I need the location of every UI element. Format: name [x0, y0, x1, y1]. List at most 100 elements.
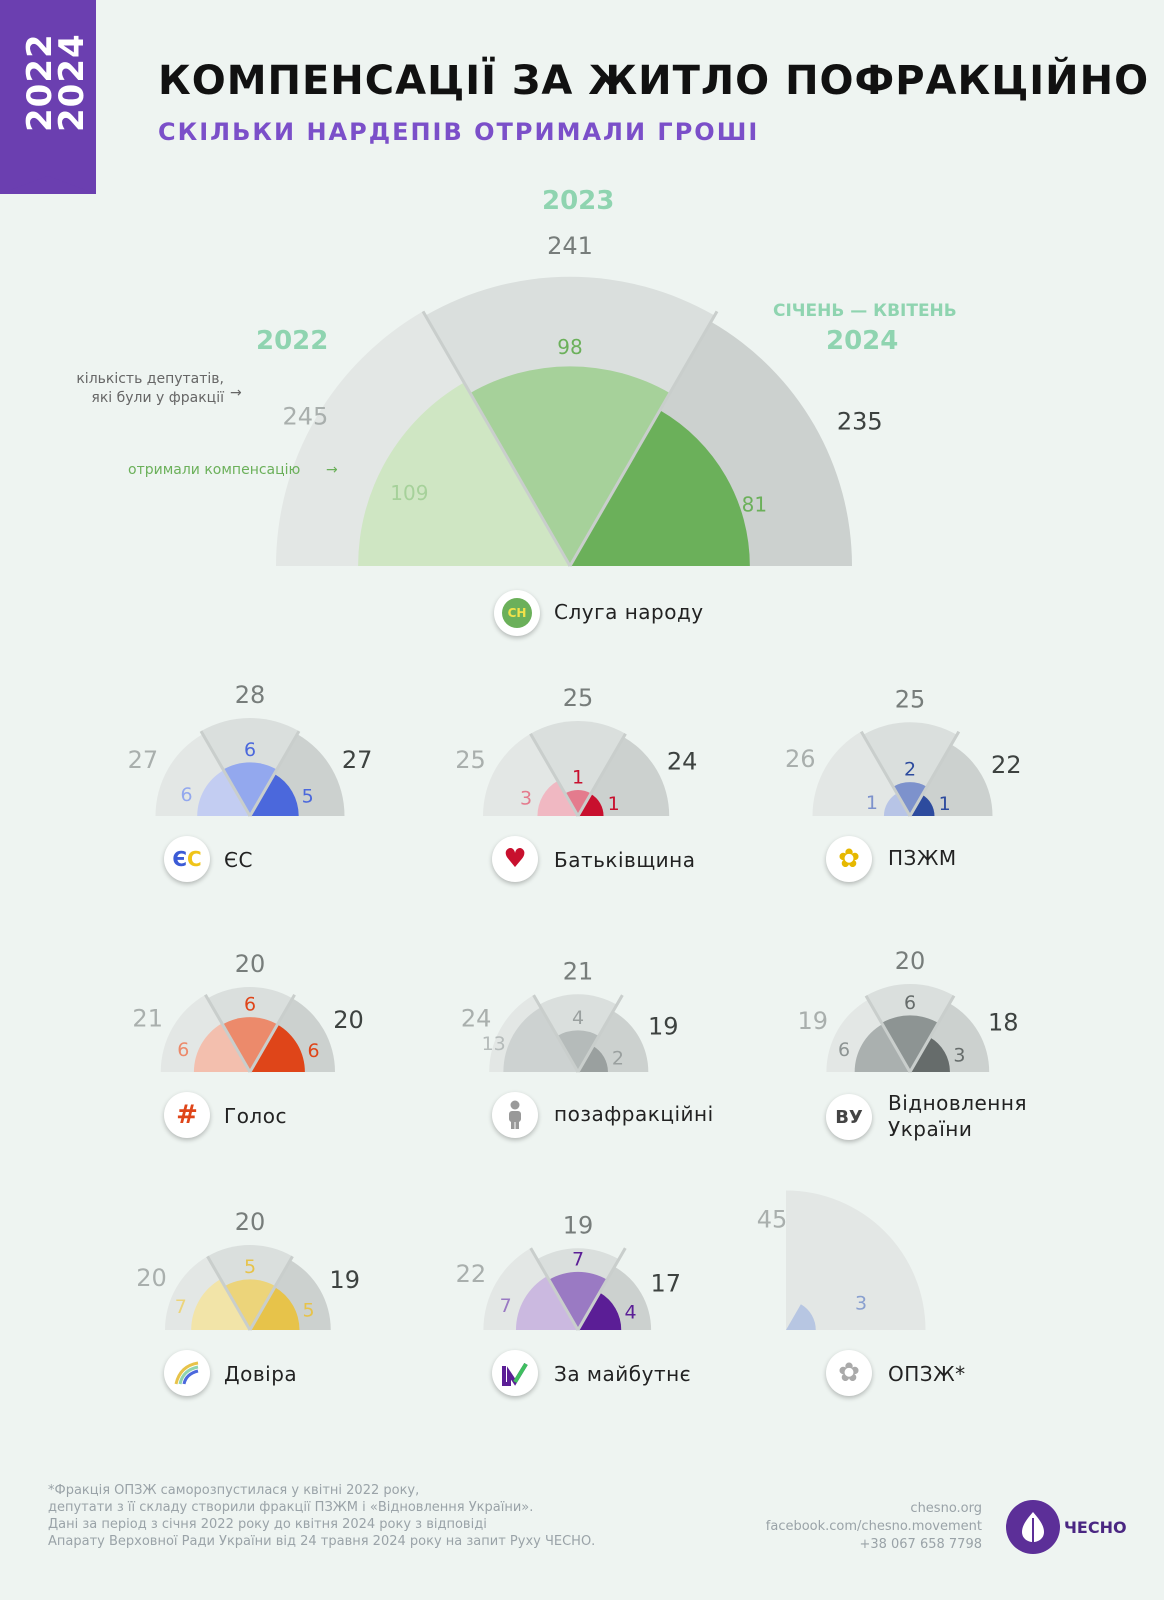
sector-divider [576, 732, 627, 817]
members-sector [812, 731, 910, 816]
received-label: 6 [180, 784, 192, 806]
members-label: 24 [667, 748, 698, 776]
received-label: 2 [612, 1048, 624, 1070]
sector-divider [532, 994, 580, 1073]
received-sector [515, 1276, 578, 1330]
received-label: 1 [572, 767, 584, 789]
sluha-logo-icon: СН [494, 590, 540, 636]
received-sector [883, 793, 910, 816]
sector-divider [576, 994, 624, 1073]
holos-logo-icon: # [164, 1092, 210, 1138]
legend-period-2024: СІЧЕНЬ — КВІТЕНЬ [773, 301, 957, 321]
received-sector [565, 790, 591, 816]
received-label: 6 [904, 992, 916, 1014]
received-label: 1 [866, 792, 878, 814]
members-label: 27 [128, 746, 159, 774]
members-label: 20 [895, 947, 926, 975]
received-label: 2 [904, 759, 916, 781]
faction-name-za-maibutnie: За майбутнє [554, 1362, 692, 1386]
footnote-line: Апарату Верховної Ради України від 24 тр… [48, 1534, 596, 1549]
footnote-line: Дані за період з січня 2022 року до квіт… [48, 1517, 487, 1532]
faction-name-holos: Голос [224, 1104, 287, 1128]
received-sector [222, 1017, 278, 1072]
faction-name-batkivshchyna: Батьківщина [554, 848, 696, 872]
members-label: 25 [455, 746, 486, 774]
brand-name: ЧЕСНО [1064, 1518, 1127, 1537]
chesno-logo-icon [1006, 1500, 1060, 1554]
received-sector [570, 410, 750, 566]
received-label: 109 [390, 481, 428, 505]
faction-name-dovira: Довіра [224, 1362, 298, 1386]
sector-divider [204, 993, 252, 1073]
received-sector [250, 1024, 305, 1072]
received-sector [578, 1292, 622, 1330]
received-label: 5 [244, 1256, 256, 1278]
received-label: 1 [608, 793, 620, 815]
chart-sluha-narodu: 245 241 235 109 98 81 [276, 232, 883, 567]
sector-divider [248, 1255, 294, 1331]
chart-faction-5: 24 21 19 13 4 2 [461, 957, 679, 1073]
faction-charts: 2452412351099881272827665252524311262522… [128, 232, 1022, 1331]
faction-name-vidnovlennia: Відновлення України [888, 1091, 1027, 1141]
received-sector [223, 762, 277, 816]
members-sector [910, 744, 993, 816]
faction-name-es: ЄС [224, 848, 253, 872]
members-label: 17 [651, 1269, 682, 1297]
legend-year-2022: 2022 [256, 326, 329, 356]
website-link[interactable]: chesno.org [910, 1501, 982, 1516]
received-sector [557, 1030, 599, 1072]
received-sector [197, 770, 250, 816]
members-label: 20 [235, 950, 266, 978]
sector-divider [860, 730, 912, 817]
received-label: 4 [572, 1007, 584, 1029]
members-label: 21 [132, 1004, 163, 1032]
members-sector [578, 737, 670, 816]
received-sector [854, 1024, 910, 1072]
received-sector [578, 793, 604, 816]
received-sector [910, 794, 935, 816]
members-sector [863, 722, 957, 816]
members-label: 25 [895, 685, 926, 713]
received-label: 4 [624, 1301, 636, 1323]
sector-divider [529, 732, 580, 817]
received-label: 3 [855, 1293, 867, 1315]
faction-name-unaffiliated: позафракційні [554, 1102, 714, 1126]
members-label: 45 [757, 1206, 788, 1234]
received-label: 6 [838, 1039, 850, 1061]
members-label: 235 [837, 408, 883, 436]
phone-number: +38 067 658 7798 [859, 1537, 982, 1552]
chart-faction-3: 26 25 22 1 2 1 [785, 685, 1022, 817]
received-label: 5 [302, 1300, 314, 1322]
footnote-line: депутати з її складу створили фракції ПЗ… [48, 1500, 534, 1515]
received-sector [224, 1279, 276, 1330]
received-sector [786, 1304, 816, 1330]
contacts: chesno.org facebook.com/chesno.movement … [766, 1500, 982, 1554]
chart-faction-8: 22 19 17 7 7 4 [456, 1211, 682, 1331]
sunflower-icon: ✿ [826, 836, 872, 882]
facebook-link[interactable]: facebook.com/chesno.movement [765, 1519, 982, 1534]
chart-faction-2: 25 25 24 3 1 1 [455, 684, 698, 817]
received-sector [893, 782, 927, 816]
received-label: 1 [939, 793, 951, 815]
chart-faction-7: 20 20 19 7 5 5 [136, 1208, 360, 1331]
sector-divider [248, 993, 296, 1073]
members-label: 27 [342, 746, 373, 774]
received-label: 6 [177, 1039, 189, 1061]
arrow-right-icon: → [230, 385, 242, 401]
members-sector [786, 1190, 926, 1330]
sector-divider [248, 730, 301, 817]
sector-divider [199, 730, 252, 817]
received-label: 98 [557, 335, 582, 359]
legend-members-note: кількість депутатів, які були у фракції [76, 371, 224, 406]
sector-divider [864, 995, 912, 1073]
received-label: 13 [482, 1033, 506, 1055]
legend-year-2024: 2024 [826, 326, 899, 356]
checkmark-icon [492, 1350, 538, 1396]
members-label: 22 [456, 1260, 487, 1288]
members-label: 26 [785, 745, 816, 773]
chart-faction-6: 19 20 18 6 6 3 [798, 947, 1019, 1073]
chart-faction-9: 45 3 [757, 1190, 926, 1330]
members-label: 19 [648, 1013, 679, 1041]
members-label: 19 [563, 1211, 594, 1239]
